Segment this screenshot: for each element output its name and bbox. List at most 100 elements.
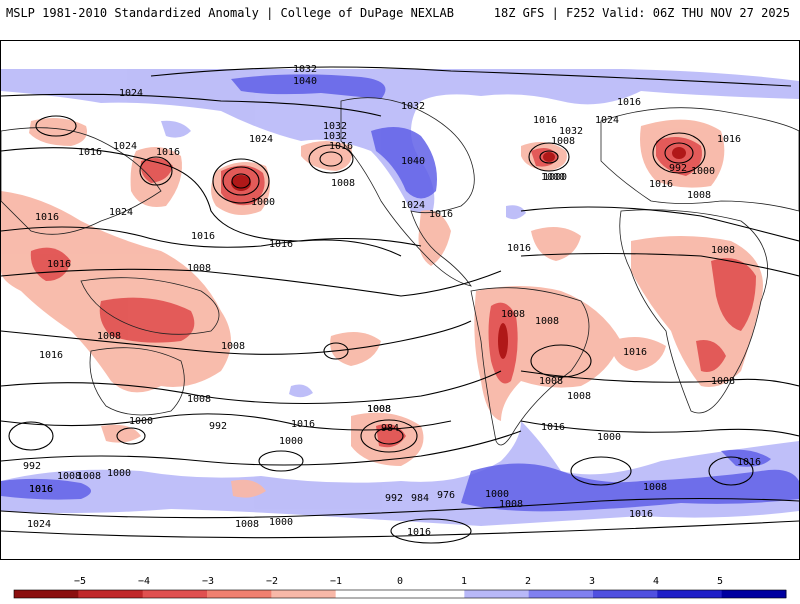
- colorbar-tick-label: −4: [138, 576, 150, 587]
- isobar-label: 1016: [291, 419, 315, 430]
- colorbar-tick-label: 2: [525, 576, 531, 587]
- isobar-label: 1000: [485, 489, 509, 500]
- isobar-label: 1008: [97, 331, 121, 342]
- model-run-info: 18Z GFS | F252 Valid: 06Z THU NOV 27 202…: [493, 6, 790, 20]
- isobar-label: 1008: [367, 404, 391, 415]
- isobar-label: 1032: [293, 64, 317, 75]
- isobar-label: 1024: [249, 134, 273, 145]
- colorbar-segment: [400, 590, 465, 598]
- colorbar-segments: [13, 589, 787, 599]
- isobar-label: 1016: [629, 509, 653, 520]
- isobar-label: 1016: [269, 239, 293, 250]
- isobar-label: 1016: [329, 141, 353, 152]
- australia-outline: [89, 347, 185, 416]
- isobar-label: 1016: [407, 527, 431, 538]
- colorbar-segment: [593, 590, 658, 598]
- colorbar-segment: [271, 590, 337, 598]
- isobar-label: 1024: [119, 88, 143, 99]
- isobar-label: 1032: [401, 101, 425, 112]
- isobar-label: 1008: [711, 245, 735, 256]
- continent-outlines: [1, 97, 799, 446]
- isobar-label: 1032: [323, 131, 347, 142]
- colorbar-tick-label: 0: [397, 576, 403, 587]
- colorbar-tick-label: 4: [653, 576, 659, 587]
- map-title: MSLP 1981-2010 Standardized Anomaly | Co…: [6, 6, 454, 20]
- isobar-label: 1000: [541, 172, 565, 183]
- isobar-label: 1016: [39, 350, 63, 361]
- isobar-label: 1008: [235, 519, 259, 530]
- isobar-label: 1000: [279, 436, 303, 447]
- isobar-label: 1008: [567, 391, 591, 402]
- colorbar-tick-label: −3: [202, 576, 214, 587]
- isobar-label: 1016: [717, 134, 741, 145]
- isobar-labels: 1032 1040 1024 1032 1024 1016 1016 1032 …: [23, 64, 761, 538]
- isobar-label: 984: [381, 423, 399, 434]
- isobar-label: 1008: [57, 471, 81, 482]
- colorbar-segment: [657, 590, 723, 598]
- isobar-label: 1008: [711, 376, 735, 387]
- isobar-label: 1024: [109, 207, 133, 218]
- colorbar-segment: [142, 590, 208, 598]
- isobar-label: 1000: [129, 416, 153, 427]
- anomaly-colorbar: −5 −4 −3 −2 −1 0 1 2 3 4 5: [0, 560, 800, 600]
- isobar-label: 992: [669, 163, 687, 174]
- south-america-outline: [470, 287, 590, 446]
- isobar-label: 1000: [251, 197, 275, 208]
- colorbar-segment: [464, 590, 530, 598]
- colorbar-segment: [335, 590, 401, 598]
- colorbar-tick-label: 1: [461, 576, 467, 587]
- colorbar-tick-label: 5: [717, 576, 723, 587]
- isobar-label: 992: [209, 421, 227, 432]
- colorbar-segment: [721, 590, 787, 598]
- isobar-label: 1008: [187, 263, 211, 274]
- isobar-label: 1040: [401, 156, 425, 167]
- strong-positive-anomaly-shading: [1, 74, 799, 512]
- isobar-label: 1032: [323, 121, 347, 132]
- colorbar-tick-label: −2: [266, 576, 278, 587]
- isobar-label: 1000: [597, 432, 621, 443]
- isobar-label: 1016: [737, 457, 761, 468]
- isobar-label: 1008: [539, 376, 563, 387]
- isobar-label: 1008: [687, 190, 711, 201]
- isobar-label: 1008: [221, 341, 245, 352]
- isobar-label: 1008: [187, 394, 211, 405]
- isobar-label: 1016: [156, 147, 180, 158]
- isobar-label: 1040: [293, 76, 317, 87]
- colorbar-segment: [14, 590, 79, 598]
- isobar-label: 1024: [401, 200, 425, 211]
- north-america-outline: [340, 97, 475, 287]
- isobar-label: 1000: [543, 172, 567, 183]
- colorbar-tick-label: −1: [330, 576, 342, 587]
- isobar-label: 1016: [191, 231, 215, 242]
- isobar-label: 1024: [27, 519, 51, 530]
- isobar-label: 1008: [499, 499, 523, 510]
- isobar-label: 984: [411, 493, 429, 504]
- colorbar-segment: [78, 590, 144, 598]
- map-svg: 1032 1040 1024 1032 1024 1016 1016 1032 …: [1, 64, 799, 544]
- isobar-label: 1016: [29, 484, 53, 495]
- colorbar-tick-label: −5: [74, 576, 86, 587]
- anomaly-map: 1032 1040 1024 1032 1024 1016 1016 1032 …: [0, 40, 800, 560]
- isobar-label: 1008: [643, 482, 667, 493]
- maritime-continent-outline: [80, 277, 220, 335]
- isobar-label: 1008: [551, 136, 575, 147]
- isobar-label: 1000: [269, 517, 293, 528]
- isobar-label: 976: [437, 490, 455, 501]
- isobar-label: 1024: [595, 115, 619, 126]
- isobar-label: 1016: [35, 212, 59, 223]
- isobar-label: 1016: [429, 209, 453, 220]
- isobar-label: 992: [23, 461, 41, 472]
- isobar-label: 1016: [29, 484, 53, 495]
- colorbar-segment: [207, 590, 272, 598]
- isobar-label: 1000: [691, 166, 715, 177]
- isobar-label: 992: [385, 493, 403, 504]
- isobar-label: 1008: [77, 471, 101, 482]
- isobar-label: 1016: [47, 259, 71, 270]
- colorbar-segment: [528, 590, 594, 598]
- isobar-label: 1008: [331, 178, 355, 189]
- isobar-label: 1016: [649, 179, 673, 190]
- isobar-label: 1008: [535, 316, 559, 327]
- isobar-label: 1016: [533, 115, 557, 126]
- isobar-label: 1016: [541, 422, 565, 433]
- eurasia-outline: [600, 107, 799, 212]
